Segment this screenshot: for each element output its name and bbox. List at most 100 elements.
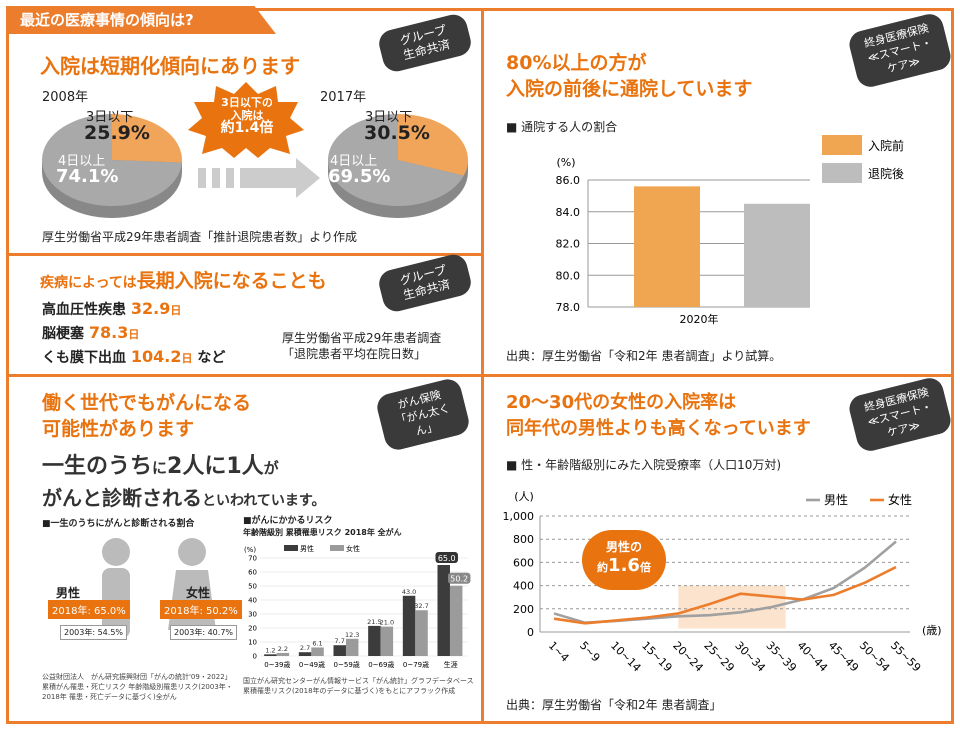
male-2003: 2003年: 54.5% <box>60 625 128 640</box>
pie-slice <box>328 114 464 206</box>
pie-slice <box>41 114 182 206</box>
panel1-source: 厚生労働省平成29年患者調査「推計退院患者数」より作成 <box>42 230 358 244</box>
source-line: 公益財団法人 がん研究振興財団「がんの統計'09・2022」 <box>42 673 232 681</box>
source-line: 累積がん罹患・死亡リスク 年齢階級別罹患リスク(2003年・ <box>42 683 233 691</box>
bar-女性 <box>345 638 359 656</box>
callout-part: 約 <box>597 561 609 574</box>
legend-label: 男性 <box>300 544 314 553</box>
pie-charts <box>41 114 469 218</box>
burst-line: 3日以下の <box>221 96 273 109</box>
y-unit: (%) <box>556 156 575 169</box>
source-line: 国立がん研究センターがん情報サービス「がん統計」グラフデータベース <box>243 677 474 685</box>
callout-part: 1.6 <box>608 555 640 576</box>
pie-right <box>328 114 469 218</box>
bar-女性 <box>311 647 324 656</box>
x-tick-label: 10~14 <box>608 639 644 675</box>
value-label: 12.3 <box>345 631 359 639</box>
title-line: 同年代の男性よりも高くなっています <box>506 418 811 439</box>
source-line: 累積罹患リスク(2018年のデータに基づく)をもとにアフラック作成 <box>243 687 456 695</box>
pie-right-short-value: 30.5% <box>364 122 430 144</box>
x-tick-label: 25~29 <box>701 639 737 675</box>
divider-left-1 <box>6 253 484 256</box>
ratio-callout: 男性の 約1.6倍 <box>582 530 666 590</box>
burst-callout <box>188 82 304 158</box>
x-tick-label: 0~39歳 <box>264 660 290 669</box>
pie-left-short-value: 25.9% <box>84 122 150 144</box>
x-unit: (歳) <box>922 624 942 637</box>
bar-女性 <box>380 626 394 656</box>
value-label: 50.2 <box>450 575 468 584</box>
y-tick-label: 200 <box>513 603 534 616</box>
pie-right-year: 2017年 <box>320 90 367 105</box>
title-line: 入院の前後に通院しています <box>506 78 753 100</box>
disease-unit: 日 <box>170 304 182 317</box>
disease-days: 32.9 <box>130 299 171 318</box>
bar-女性 <box>415 610 428 656</box>
x-tick-label: 0~69歳 <box>368 660 394 669</box>
legend-label: 入院前 <box>868 138 904 153</box>
disease-name: くも膜下出血 <box>42 350 126 366</box>
x-tick-label: 45~49 <box>826 639 862 675</box>
disease-suffix: など <box>197 350 226 366</box>
y-tick-label: 82.0 <box>556 238 581 251</box>
x-tick-label: 40~44 <box>795 639 831 675</box>
x-tick-label: 生涯 <box>444 660 458 669</box>
divider-middle <box>6 374 954 377</box>
y-tick-label: 70 <box>248 555 257 563</box>
series-line-女性 <box>553 565 897 625</box>
pie-right-short-label: 3日以下 <box>365 110 413 125</box>
female-label: 女性 <box>186 586 211 600</box>
panel4-title: 働く世代でもがんになる 可能性があります <box>42 390 251 442</box>
section-tab: 最近の医療事情の傾向は? <box>6 6 276 34</box>
x-tick-label: 55~59 <box>888 639 924 675</box>
x-tick-label: 15~19 <box>639 639 675 675</box>
burst-text: 3日以下の 入院は 約1.4倍 <box>212 96 282 135</box>
x-tick-label: 0~49歳 <box>299 660 325 669</box>
panel2-title-main: 長期入院になることも <box>136 270 327 292</box>
disease-name: 脳梗塞 <box>42 326 84 342</box>
headline-line-1: 一生のうちに2人に1人が <box>42 452 325 483</box>
pie-right-long-value: 69.5% <box>328 166 391 187</box>
value-label: 43.0 <box>402 588 416 596</box>
y-tick-label: 78.0 <box>556 301 581 314</box>
x-tick-label: 35~39 <box>764 639 800 675</box>
pie-left-long-value: 74.1% <box>56 166 119 187</box>
panel4-headline: 一生のうちに2人に1人が がんと診断されるといわれています。 <box>42 452 325 516</box>
admission-rate-chart: (人) 0 200 400 600 800 1,000 1~4 5~9 10~1415~1920~… <box>503 490 942 675</box>
x-tick-label: 2020年 <box>680 312 719 326</box>
source-line: 2018年 罹患・死亡データに基づく)全がん <box>42 693 177 701</box>
caption-line: ■がんにかかるリスク <box>243 516 333 526</box>
headline-part: が <box>263 459 279 477</box>
pie-slice <box>398 114 469 176</box>
panel3-source: 出典：厚生労働省「令和2年 患者調査」より試算。 <box>506 349 782 363</box>
disease-days: 78.3 <box>88 323 129 342</box>
title-line: 80%以上の方が <box>506 52 647 74</box>
outer-frame <box>6 8 954 724</box>
pie-left-short-label: 3日以下 <box>86 110 134 125</box>
x-tick-label: 1~4 <box>546 639 572 665</box>
legend-label: 女性 <box>346 544 360 553</box>
panel2-title: 疾病によっては長期入院になることも <box>40 266 327 293</box>
male-head <box>102 538 130 566</box>
burst-line: 入院は <box>230 109 264 122</box>
value-label: 21.5 <box>367 618 381 626</box>
y-tick-label: 0 <box>253 653 257 661</box>
headline-part: 一生のうち <box>42 454 153 479</box>
y-tick-label: 0 <box>527 626 534 639</box>
burst-line: 約1.4倍 <box>220 120 274 136</box>
title-line: 働く世代でもがんになる <box>42 392 252 414</box>
bar-男性 <box>368 625 381 656</box>
bar-男性 <box>333 645 346 656</box>
panel2-source: 厚生労働省平成29年患者調査 「退院患者平均在院日数」 <box>282 330 441 362</box>
y-tick-label: 40 <box>248 597 257 605</box>
panel2-title-pre: 疾病によっては <box>40 275 137 291</box>
y-tick-label: 84.0 <box>556 206 581 219</box>
disease-unit: 日 <box>128 328 140 341</box>
bar-男性 <box>402 595 416 656</box>
y-tick-label: 80.0 <box>556 269 581 282</box>
value-label: 1.2 <box>265 646 275 654</box>
pie-left-long-label: 4日以上 <box>58 154 106 169</box>
bar-男性 <box>264 654 277 656</box>
headline-part: といわれています。 <box>202 493 326 509</box>
